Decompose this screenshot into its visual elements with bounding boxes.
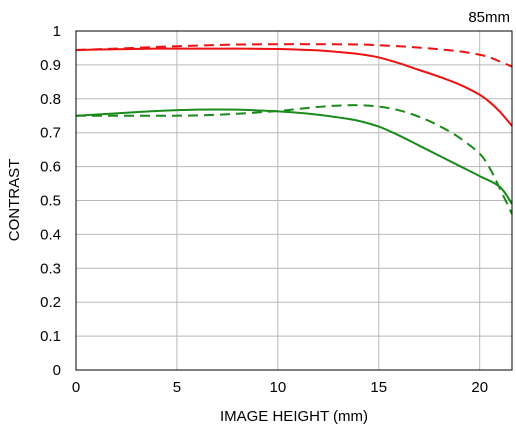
- tick-labels: 00.10.20.30.40.50.60.70.80.910 5 10 15 20: [40, 23, 488, 396]
- x-tick-label: 20: [471, 379, 488, 396]
- y-tick-label: 1: [53, 23, 61, 40]
- y-tick-label: 0.6: [40, 159, 61, 176]
- x-tick-label: 0: [72, 379, 80, 396]
- y-tick-label: 0.3: [40, 260, 61, 277]
- x-axis-title: IMAGE HEIGHT (mm): [220, 408, 368, 425]
- plot-series: [75, 43, 513, 215]
- plot-frame: [75, 30, 513, 371]
- series-red-solid-line: [75, 47, 513, 127]
- x-tick-label: 15: [370, 379, 387, 396]
- y-tick-label: 0.9: [40, 57, 61, 74]
- y-tick-label: 0.7: [40, 125, 61, 142]
- y-tick-label: 0: [53, 362, 61, 379]
- series-green-dashed-line: [76, 104, 513, 215]
- y-tick-label: 0.4: [40, 226, 61, 243]
- x-tick-label: 5: [173, 379, 181, 396]
- y-tick-label: 0.2: [40, 294, 61, 311]
- series-green-solid-line: [75, 108, 513, 205]
- x-tick-label: 10: [270, 379, 287, 396]
- series-red-dashed-line: [75, 43, 513, 68]
- chart-title: 85mm: [468, 9, 510, 26]
- y-tick-label: 0.1: [40, 328, 61, 345]
- grid: [76, 31, 512, 370]
- y-tick-label: 0.5: [40, 193, 61, 210]
- y-axis-title: CONTRAST: [6, 159, 23, 242]
- y-tick-label: 0.8: [40, 91, 61, 108]
